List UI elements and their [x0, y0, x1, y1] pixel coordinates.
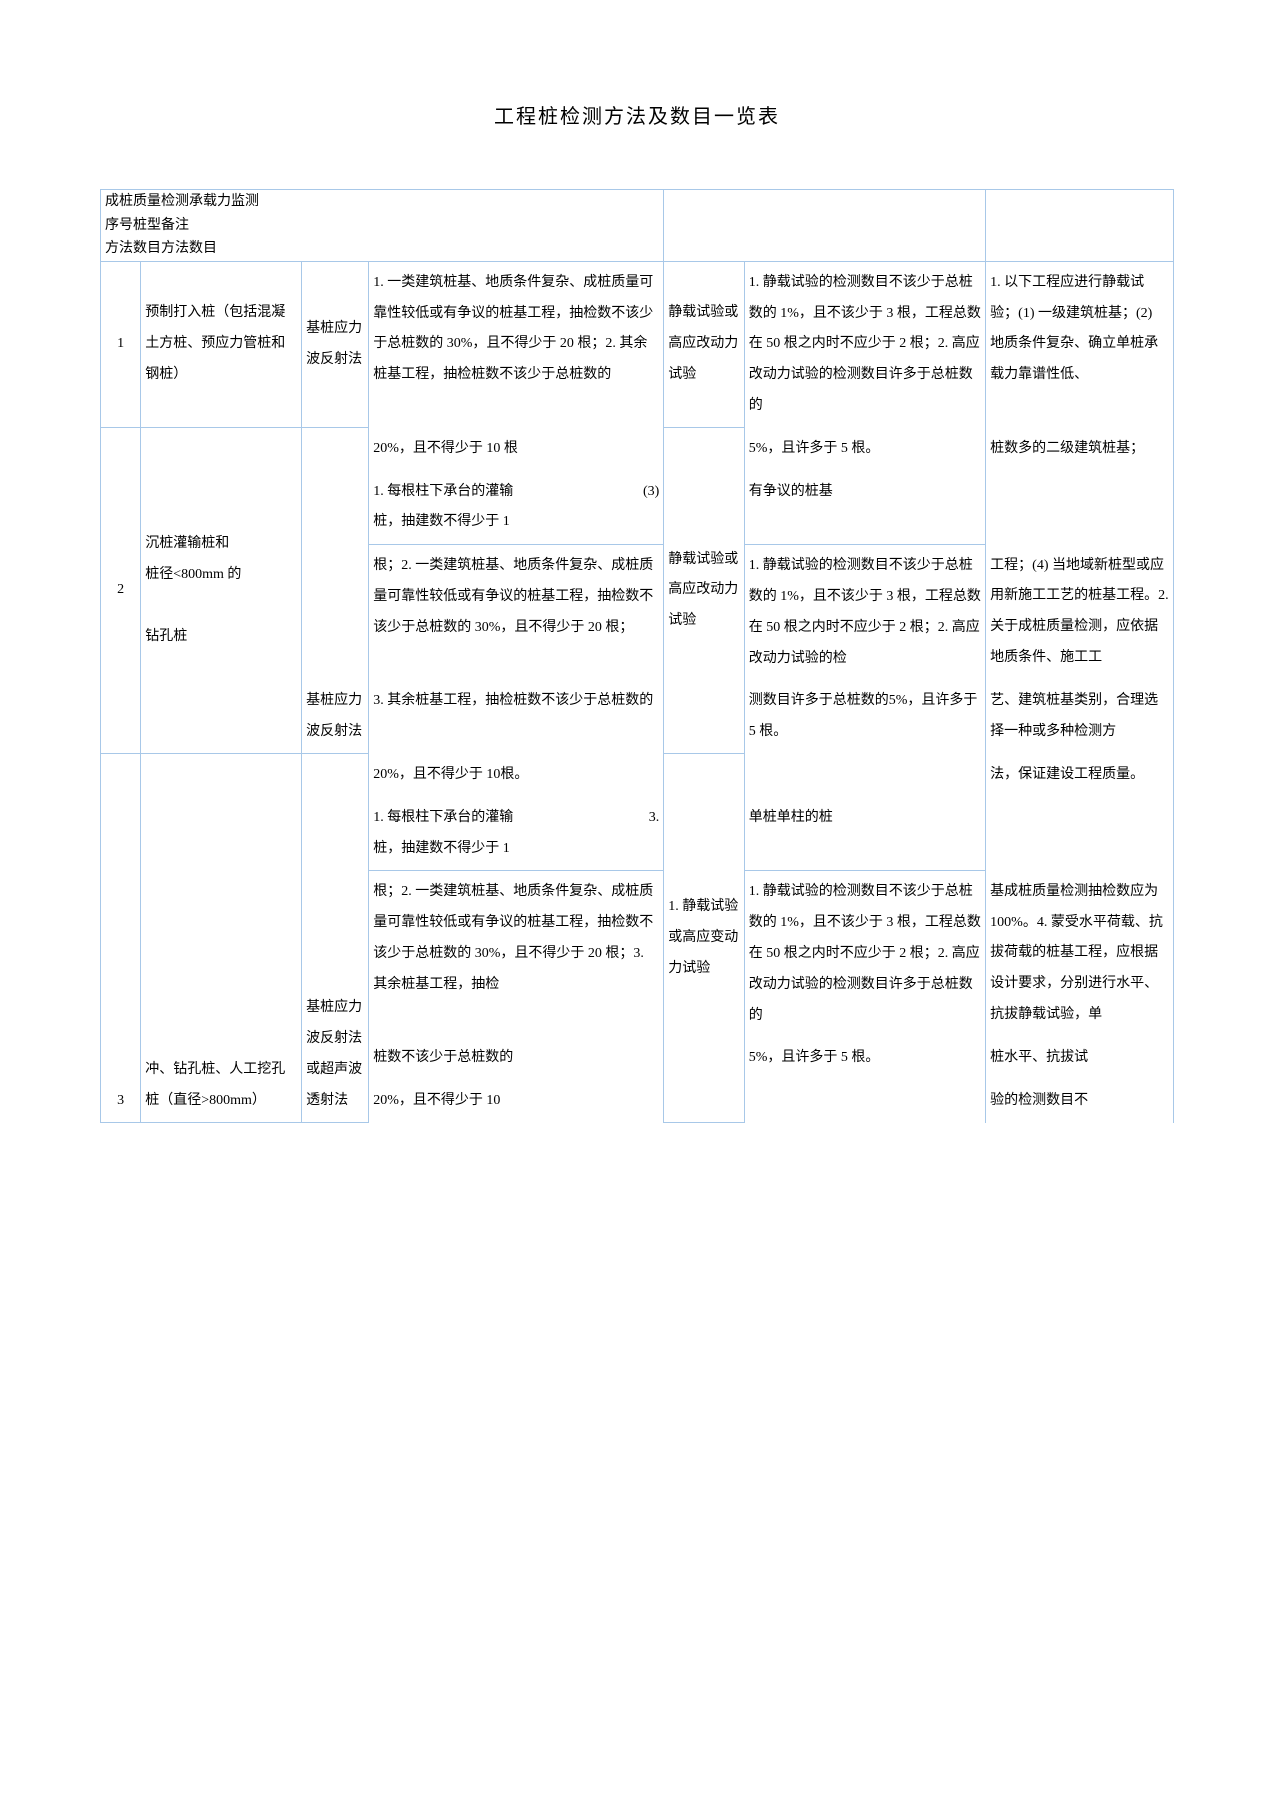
- type-text: 钻孔桩: [145, 629, 187, 644]
- qty1-post: 3. 其余桩基工程，抽检桩数不该少于总桩数的: [369, 680, 664, 754]
- method2-cell: 静载试验或高应改动力试验: [664, 428, 744, 754]
- method1-cell: 基桩应力波反射法或超声波透射法: [302, 754, 369, 1123]
- header-row-1: 成桩质量检测承载力监测: [101, 190, 1174, 214]
- type-text: 沉桩灌输桩和: [145, 536, 229, 551]
- header-cell: [986, 190, 1174, 214]
- header-cell: 成桩质量检测承载力监测: [101, 190, 664, 214]
- qty1-cell: 1. 一类建筑桩基、地质条件复杂、成桩质量可靠性较低或有争议的桩基工程，抽检数不…: [369, 261, 664, 427]
- qty2-cell: 1. 静载试验的检测数目不该少于总桩数的 1%，且不该少于 3 根，工程总数在 …: [744, 545, 985, 681]
- qty1-prefix: 1. 每根柱下承台的灌输 (3) 桩，抽建数不得少于 1: [369, 471, 664, 545]
- seq-cell: 2: [101, 428, 141, 754]
- header-cell: [664, 190, 986, 214]
- header-cell: [664, 237, 986, 261]
- method1-cell: 基桩应力波反射法: [302, 261, 369, 427]
- type-text: 桩径<800mm 的: [145, 567, 241, 582]
- remark-post: 艺、建筑桩基类别，合理选择一种或多种检测方: [986, 680, 1174, 754]
- text: 有争议的桩基: [749, 484, 833, 499]
- qty1-cell: 根；2. 一类建筑桩基、地质条件复杂、成桩质量可靠性较低或有争议的桩基工程，抽检…: [369, 871, 664, 1037]
- text: (3): [643, 477, 659, 508]
- page-title: 工程桩检测方法及数目一览表: [100, 100, 1174, 129]
- remark-overflow: 桩数多的二级建筑桩基；: [986, 428, 1174, 471]
- type-cell: 预制打入桩（包括混凝土方桩、预应力管桩和钢桩）: [141, 261, 302, 427]
- text: 1. 每根柱下承台的灌输: [373, 484, 513, 499]
- type-cell: 沉桩灌输桩和 桩径<800mm 的 钻孔桩: [141, 428, 302, 754]
- qty2-post: 5%，且许多于 5 根。: [744, 1037, 985, 1080]
- text: 单桩单柱的桩: [749, 810, 833, 825]
- seq-cell: 1: [101, 261, 141, 427]
- qty2-prefix: 有争议的桩基: [744, 471, 985, 545]
- method1-cell: 基桩应力波反射法: [302, 428, 369, 754]
- method2-cell: 静载试验或高应改动力试验: [664, 261, 744, 427]
- qty1-end: 20%，且不得少于 10根。: [369, 754, 664, 797]
- remark-end: 验的检测数目不: [986, 1080, 1174, 1123]
- text: 1. 每根柱下承台的灌输: [373, 810, 513, 825]
- remark-cell: 工程；(4) 当地域新桩型或应用新施工工艺的桩基工程。2. 关于成桩质量检测，应…: [986, 545, 1174, 681]
- header-cell: [986, 237, 1174, 261]
- type-cell: 冲、钻孔桩、人工挖孔桩（直径>800mm）: [141, 754, 302, 1123]
- qty2-cell: 1. 静载试验的检测数目不该少于总桩数的 1%，且不该少于 3 根，工程总数在 …: [744, 261, 985, 427]
- header-row-2: 序号桩型备注: [101, 214, 1174, 238]
- end-row: 3 冲、钻孔桩、人工挖孔桩（直径>800mm） 基桩应力波反射法或超声波透射法 …: [101, 754, 1174, 797]
- remark-cell: 基成桩质量检测抽检数应为100%。4. 蒙受水平荷载、抗拔荷载的桩基工程，应根据…: [986, 871, 1174, 1037]
- qty1-end: 20%，且不得少于 10: [369, 1080, 664, 1123]
- remark-cell: 1. 以下工程应进行静载试验；(1) 一级建筑桩基；(2) 地质条件复杂、确立单…: [986, 261, 1174, 427]
- qty2-blank: [744, 1080, 985, 1123]
- seq-cell: 3: [101, 754, 141, 1123]
- qty1-cell: 根；2. 一类建筑桩基、地质条件复杂、成桩质量可靠性较低或有争议的桩基工程，抽检…: [369, 545, 664, 681]
- qty2-overflow: 5%，且许多于 5 根。: [744, 428, 985, 471]
- remark-blank: [986, 797, 1174, 871]
- header-row-3: 方法数目方法数目: [101, 237, 1174, 261]
- header-cell: 方法数目方法数目: [101, 237, 664, 261]
- header-cell: [664, 214, 986, 238]
- table-row: 1 预制打入桩（包括混凝土方桩、预应力管桩和钢桩） 基桩应力波反射法 1. 一类…: [101, 261, 1174, 427]
- overflow-row: 2 沉桩灌输桩和 桩径<800mm 的 钻孔桩 基桩应力波反射法 20%，且不得…: [101, 428, 1174, 471]
- remark-blank: [986, 471, 1174, 545]
- qty1-prefix: 1. 每根柱下承台的灌输 3. 桩，抽建数不得少于 1: [369, 797, 664, 871]
- qty1-post: 桩数不该少于总桩数的: [369, 1037, 664, 1080]
- remark-end: 法，保证建设工程质量。: [986, 754, 1174, 797]
- qty2-post: 测数目许多于总桩数的5%，且许多于 5 根。: [744, 680, 985, 754]
- text: 3.: [649, 803, 660, 834]
- method2-cell: 1. 静载试验或高应变动力试验: [664, 754, 744, 1123]
- qty2-cell: 1. 静载试验的检测数目不该少于总桩数的 1%，且不该少于 3 根，工程总数在 …: [744, 871, 985, 1037]
- header-cell: 序号桩型备注: [101, 214, 664, 238]
- text: 桩，抽建数不得少于 1: [373, 841, 510, 856]
- header-cell: [986, 214, 1174, 238]
- remark-post: 桩水平、抗拔试: [986, 1037, 1174, 1080]
- text: 桩，抽建数不得少于 1: [373, 514, 510, 529]
- qty2-blank: [744, 754, 985, 797]
- qty1-overflow: 20%，且不得少于 10 根: [369, 428, 664, 471]
- qty2-prefix: 单桩单柱的桩: [744, 797, 985, 871]
- inspection-table: 成桩质量检测承载力监测 序号桩型备注 方法数目方法数目 1 预制打入桩（包括混凝…: [100, 189, 1174, 1123]
